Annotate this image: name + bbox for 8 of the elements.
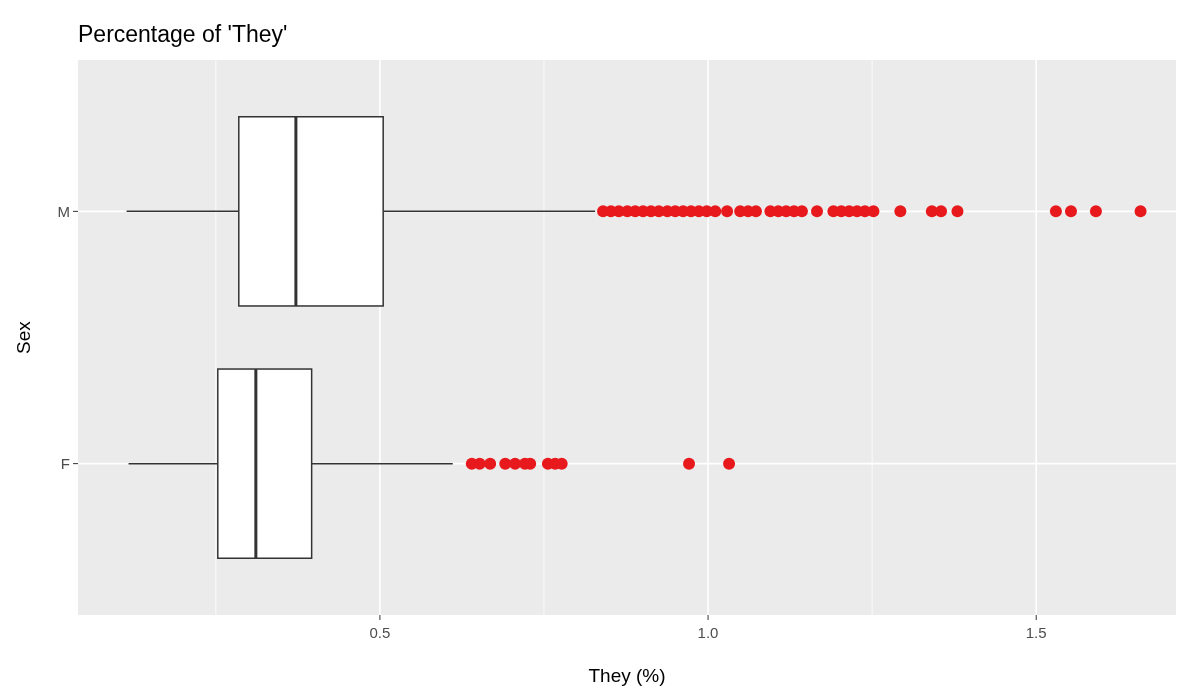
y-axis-title: Sex xyxy=(13,320,34,354)
x-tick-label: 1.0 xyxy=(697,624,719,641)
y-tick-label: F xyxy=(60,454,70,472)
x-tick-label: 0.5 xyxy=(369,624,391,641)
chart-title: Percentage of 'They' xyxy=(78,21,288,47)
x-tick-label: 1.5 xyxy=(1025,624,1047,641)
y-tick-label: M xyxy=(57,202,70,220)
x-axis-title: They (%) xyxy=(588,665,666,686)
